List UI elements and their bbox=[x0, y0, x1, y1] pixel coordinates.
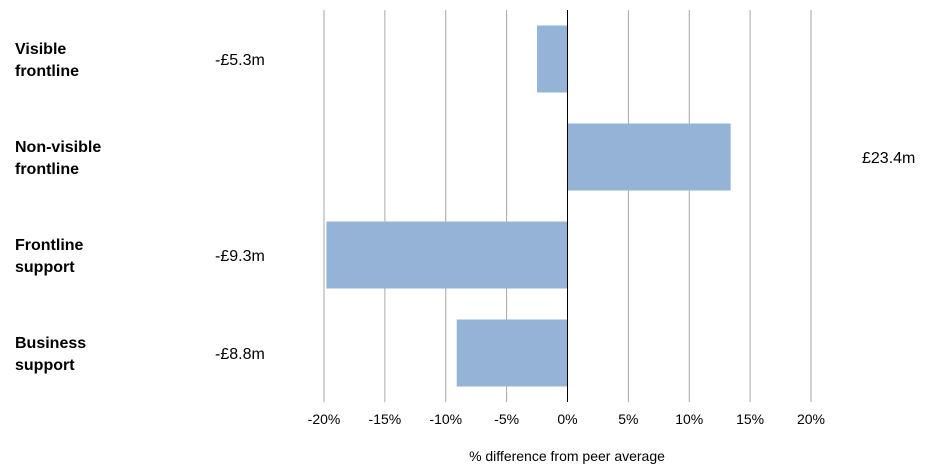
x-tick-label: 0% bbox=[557, 411, 577, 427]
category-label: Non-visible frontline bbox=[15, 139, 101, 178]
value-label: -£5.3m bbox=[215, 52, 265, 69]
category-label: Business support bbox=[15, 335, 86, 374]
x-tick-label: 15% bbox=[736, 411, 764, 427]
value-labels: -£5.3m £23.4m -£9.3m -£8.8m bbox=[215, 52, 915, 363]
x-axis-title: % difference from peer average bbox=[469, 448, 665, 464]
x-tick-label: -15% bbox=[369, 411, 402, 427]
category-labels: Visible frontline Non-visible frontline Fron… bbox=[15, 41, 101, 374]
value-label: -£8.8m bbox=[215, 346, 265, 363]
bar bbox=[537, 25, 568, 93]
category-label: Frontline support bbox=[15, 237, 84, 276]
bar bbox=[567, 123, 731, 191]
category-label: Visible frontline bbox=[15, 41, 79, 80]
x-tick-label: -20% bbox=[308, 411, 341, 427]
x-tick-labels: -20% -15% -10% -5% 0% 5% 10% 15% 20% bbox=[308, 411, 825, 427]
x-tick-label: -5% bbox=[494, 411, 519, 427]
bars bbox=[326, 25, 731, 387]
bar bbox=[456, 319, 568, 387]
value-label: £23.4m bbox=[862, 150, 915, 167]
grid-lines bbox=[323, 10, 812, 402]
bar bbox=[326, 221, 568, 289]
value-label: -£9.3m bbox=[215, 248, 265, 265]
x-tick-label: -10% bbox=[429, 411, 462, 427]
x-tick-label: 10% bbox=[675, 411, 703, 427]
x-tick-label: 20% bbox=[797, 411, 825, 427]
x-tick-label: 5% bbox=[618, 411, 638, 427]
